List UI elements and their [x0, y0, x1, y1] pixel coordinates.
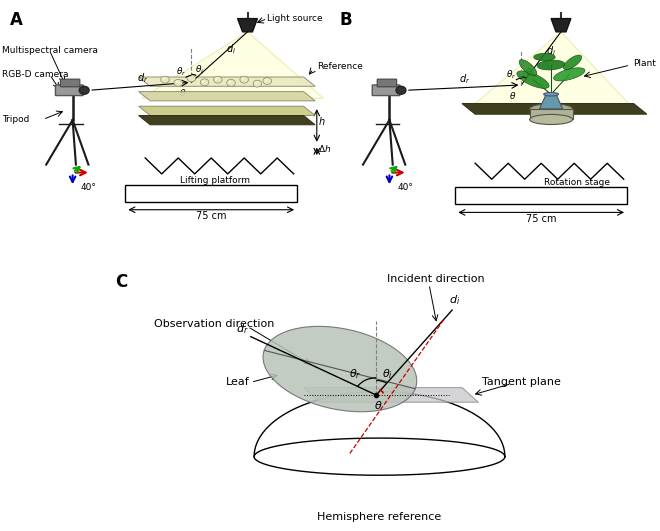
Polygon shape	[517, 71, 549, 88]
Polygon shape	[142, 32, 323, 98]
Text: Lifting platform: Lifting platform	[180, 176, 249, 185]
Ellipse shape	[544, 92, 558, 96]
Text: 40°: 40°	[81, 183, 97, 192]
Polygon shape	[139, 115, 315, 125]
Text: $d_r$: $d_r$	[137, 72, 148, 85]
Circle shape	[202, 80, 205, 82]
Polygon shape	[554, 68, 585, 81]
Polygon shape	[539, 95, 562, 109]
Ellipse shape	[529, 104, 573, 114]
Polygon shape	[263, 327, 416, 412]
Circle shape	[242, 78, 244, 80]
Circle shape	[263, 78, 272, 84]
Text: C: C	[115, 273, 128, 292]
FancyBboxPatch shape	[529, 109, 572, 119]
Circle shape	[174, 80, 182, 87]
Circle shape	[189, 76, 191, 78]
Text: $d_i$: $d_i$	[546, 45, 556, 58]
Text: Tangent plane: Tangent plane	[482, 378, 561, 387]
Text: $\theta$: $\theta$	[509, 90, 516, 101]
Circle shape	[396, 86, 406, 95]
FancyBboxPatch shape	[125, 185, 297, 202]
FancyBboxPatch shape	[61, 79, 80, 87]
Polygon shape	[537, 60, 565, 70]
Text: $\theta_i$: $\theta_i$	[195, 63, 204, 76]
Text: $\theta_r$: $\theta_r$	[176, 66, 186, 79]
Text: Leaf: Leaf	[226, 378, 249, 387]
Circle shape	[228, 81, 231, 83]
Circle shape	[253, 80, 261, 87]
Circle shape	[200, 79, 209, 85]
Polygon shape	[139, 77, 315, 87]
FancyBboxPatch shape	[372, 85, 400, 96]
Circle shape	[79, 86, 89, 95]
Circle shape	[265, 79, 267, 81]
Text: $d_i$: $d_i$	[449, 294, 460, 307]
Text: $\theta$: $\theta$	[179, 87, 186, 98]
Text: Rotation stage: Rotation stage	[544, 177, 610, 186]
Text: Light source: Light source	[267, 14, 323, 23]
Text: $h$: $h$	[318, 115, 326, 127]
Text: Multispectral camera: Multispectral camera	[1, 46, 98, 55]
Polygon shape	[564, 55, 581, 70]
Ellipse shape	[529, 115, 573, 125]
Text: Plant: Plant	[634, 59, 657, 68]
Polygon shape	[139, 106, 315, 115]
Text: $\theta_i$: $\theta_i$	[382, 367, 393, 381]
Polygon shape	[469, 32, 634, 109]
Text: 75 cm: 75 cm	[196, 211, 226, 221]
Circle shape	[240, 76, 248, 83]
Circle shape	[214, 76, 222, 83]
Text: RGB-D camera: RGB-D camera	[1, 70, 68, 79]
Text: $\theta_r$: $\theta_r$	[506, 68, 516, 81]
Text: Reference: Reference	[317, 62, 363, 71]
Text: 75 cm: 75 cm	[526, 213, 556, 224]
Polygon shape	[534, 54, 555, 61]
Text: $\Delta h$: $\Delta h$	[318, 143, 332, 154]
Text: $d_r$: $d_r$	[236, 323, 249, 337]
Text: A: A	[10, 11, 23, 29]
Polygon shape	[462, 104, 647, 114]
FancyBboxPatch shape	[378, 79, 397, 87]
Text: 40°: 40°	[397, 183, 414, 192]
Circle shape	[161, 76, 169, 83]
Text: $\theta_r$: $\theta_r$	[349, 367, 362, 381]
Text: $\theta$: $\theta$	[374, 399, 382, 411]
Circle shape	[176, 81, 178, 83]
FancyBboxPatch shape	[455, 187, 627, 204]
Polygon shape	[304, 388, 478, 402]
Text: $d_i$: $d_i$	[226, 42, 236, 56]
Text: Observation direction: Observation direction	[154, 319, 275, 329]
Text: B: B	[340, 11, 352, 29]
Text: Hemisphere reference: Hemisphere reference	[317, 512, 442, 523]
Circle shape	[187, 75, 195, 82]
Circle shape	[215, 78, 218, 80]
Text: $\theta_i$: $\theta_i$	[525, 66, 534, 79]
Polygon shape	[551, 19, 571, 32]
Text: $d_r$: $d_r$	[459, 72, 470, 86]
FancyBboxPatch shape	[55, 85, 83, 96]
Polygon shape	[139, 91, 315, 101]
Polygon shape	[238, 19, 257, 32]
Circle shape	[227, 80, 235, 87]
Polygon shape	[519, 59, 537, 76]
Text: Tripod: Tripod	[1, 115, 29, 124]
Circle shape	[162, 78, 165, 80]
Circle shape	[255, 81, 257, 84]
Text: Incident direction: Incident direction	[387, 274, 484, 284]
